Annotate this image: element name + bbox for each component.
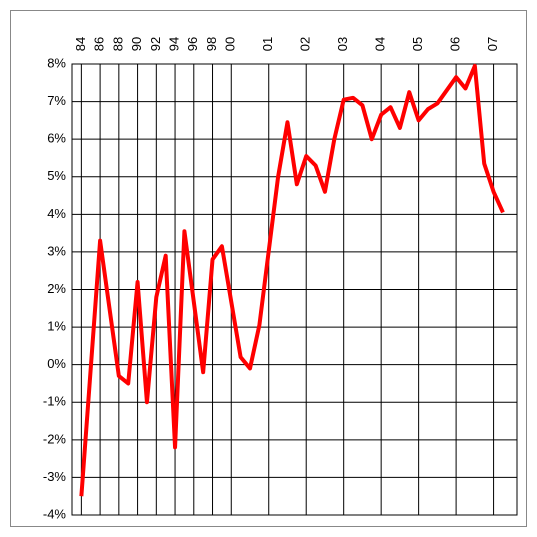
y-tick-label: 1% [47,319,66,334]
y-tick-label: 7% [47,93,66,108]
y-tick-label: 3% [47,243,66,258]
x-tick-label: 00 [223,37,238,51]
y-tick-label: 2% [47,281,66,296]
x-tick-label: 05 [410,37,425,51]
frame [10,10,527,527]
x-tick-label: 92 [148,37,163,51]
y-tick-label: -3% [43,469,67,484]
y-tick-label: -1% [43,394,67,409]
x-tick-label: 04 [373,37,388,51]
y-tick-label: 0% [47,356,66,371]
y-tick-label: 5% [47,168,66,183]
x-tick-label: 88 [110,37,125,51]
y-tick-label: -4% [43,506,67,521]
x-tick-label: 01 [260,37,275,51]
x-tick-label: 96 [185,37,200,51]
x-tick-label: 84 [73,37,88,51]
x-tick-label: 86 [92,37,107,51]
y-tick-label: 6% [47,131,66,146]
data-line [79,63,505,497]
x-tick-label: 98 [204,37,219,51]
y-tick-label: -2% [43,431,67,446]
x-tick-label: 02 [298,37,313,51]
y-tick-label: 4% [47,206,66,221]
x-tick-label: 07 [485,37,500,51]
x-tick-label: 06 [448,37,463,51]
x-tick-label: 90 [129,37,144,51]
x-tick-label: 94 [166,37,181,51]
x-tick-label: 03 [335,37,350,51]
y-tick-label: 8% [47,55,66,70]
